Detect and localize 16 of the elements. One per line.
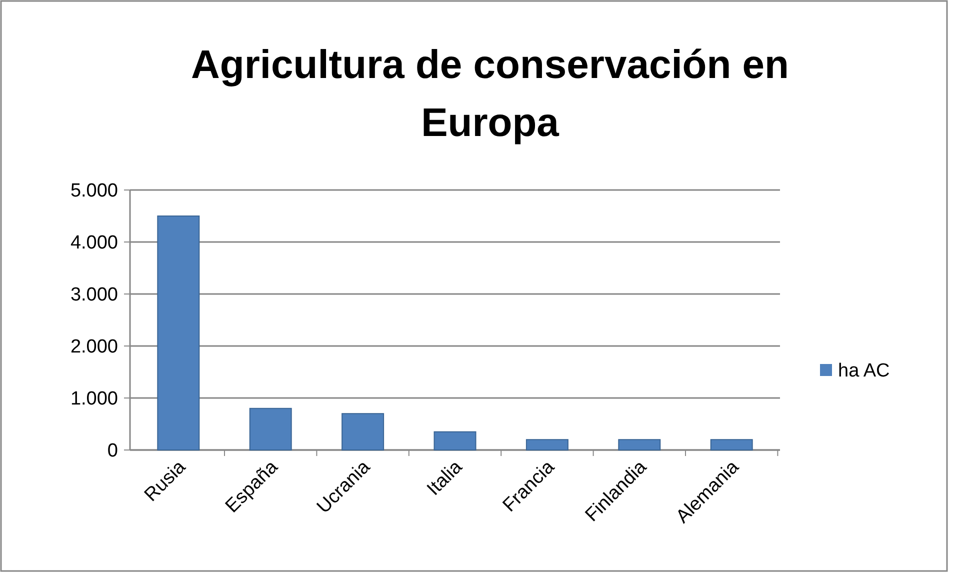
chart-title: Agricultura de conservación en Europa (191, 43, 789, 145)
x-tick-label: Italia (423, 456, 467, 500)
bar (526, 439, 568, 450)
y-tick-label: 0 (107, 440, 118, 462)
y-tick-label: 1.000 (70, 388, 118, 410)
y-tick-label: 4.000 (70, 232, 118, 254)
bar (710, 439, 753, 450)
y-tick-label: 3.000 (70, 284, 118, 306)
y-tick-label: 2.000 (70, 336, 118, 358)
legend-label: ha AC (838, 360, 890, 382)
bar (249, 408, 292, 450)
bar (618, 439, 661, 450)
bar (157, 216, 200, 450)
y-tick-label: 5.000 (70, 180, 118, 202)
bar (342, 413, 384, 450)
bar (434, 431, 476, 450)
